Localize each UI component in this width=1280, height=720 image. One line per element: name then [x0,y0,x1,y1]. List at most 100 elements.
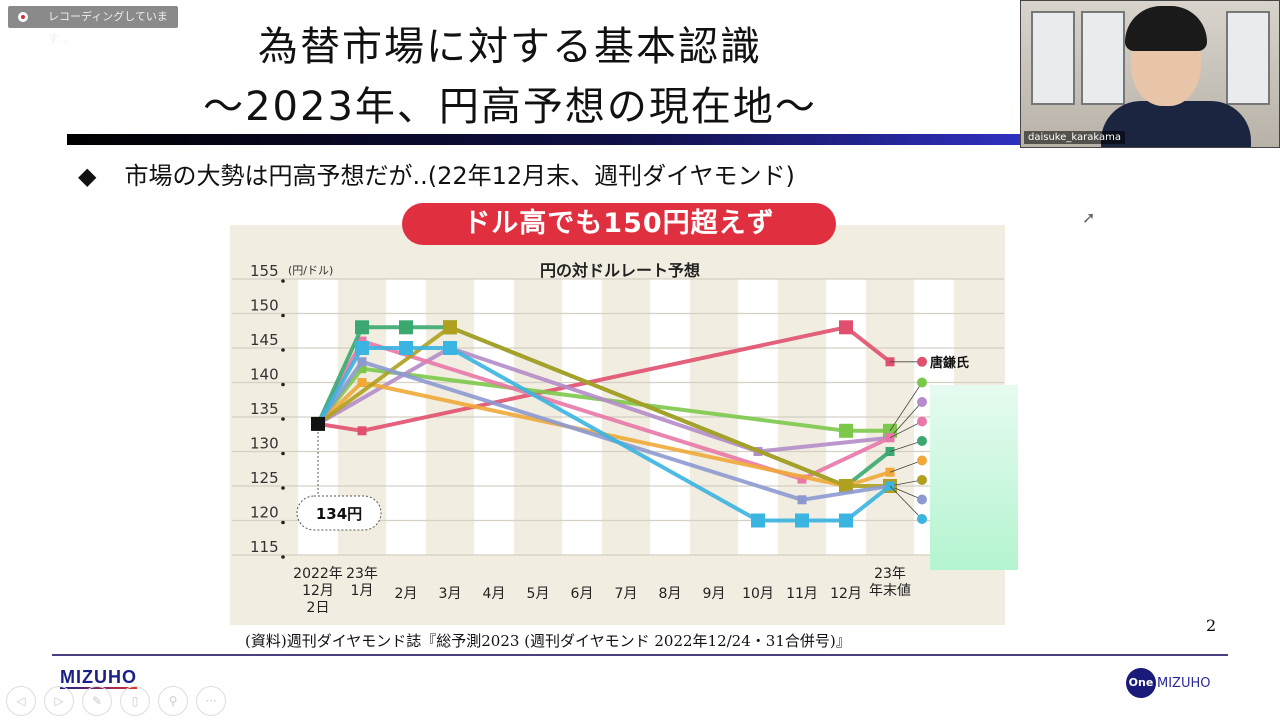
data-point [357,357,367,367]
data-point [839,423,853,438]
y-tick-label: 135 [250,400,279,418]
participant-name: daisuke_karakama [1024,131,1125,144]
recording-label: レコーディングしています... [48,10,168,45]
redaction-box [930,385,1018,570]
x-tick-label: 12月 [302,583,334,599]
y-tick-label: 115 [250,538,279,556]
slide-title-line2: ～2023年、円高予想の現在地～ [203,84,817,130]
y-axis-unit: (円/ドル) [288,264,333,277]
tick-dot [281,313,285,318]
start-label: 134円 [316,505,362,523]
tick-dot [281,279,285,283]
data-point [443,320,457,335]
legend-leader [889,440,923,452]
tick-dot [281,555,285,559]
pointer-icon[interactable]: ▯ [120,686,150,716]
webcam-video[interactable]: daisuke_karakama [1020,0,1280,148]
x-tick-label: 9月 [703,586,726,602]
next-slide-icon[interactable]: ▷ [44,686,74,716]
legend-dot [917,436,927,446]
legend-dot [917,397,927,407]
x-tick-label: 11月 [786,586,818,602]
legend-leader [889,460,923,473]
series-line [317,325,892,433]
x-tick-label: 6月 [571,586,594,602]
diamond-bullet-icon: ◆ [78,162,97,190]
tick-dot [281,520,285,525]
bullet-point: ◆ 市場の大勢は円高予想だが..(22年12月末、週刊ダイヤモンド) [78,156,795,191]
x-tick-label: 8月 [659,586,682,602]
data-point [357,378,367,387]
x-tick-label: 2日 [307,600,330,616]
x-tick-label: 7月 [615,586,638,602]
legend-leader [889,421,923,439]
legend-leader [889,401,923,438]
legend-leader [889,382,923,432]
data-point [443,341,457,355]
chart-title: 円の対ドルレート予想 [539,261,700,280]
data-point [355,341,369,355]
mizuho-logo: MIZUHO [60,667,137,687]
tick-dot [281,451,285,456]
data-point [797,495,807,505]
legend-leader [889,485,923,500]
y-tick-label: 120 [250,504,279,522]
tick-dot [281,348,285,352]
y-tick-label: 125 [250,469,279,487]
x-tick-label: 5月 [527,586,550,602]
slide-title-line1: 為替市場に対する基本認識 [258,24,762,70]
legend-dot [917,475,927,485]
slideshow-controls: ◁ ▷ ✎ ▯ ⚲ ··· [6,686,226,716]
x-tick-label: 2月 [395,586,418,602]
bullet-text: 市場の大勢は円高予想だが..(22年12月末、週刊ダイヤモンド) [124,162,795,190]
series-label: 唐鎌氏 [930,355,969,371]
one-mizuho-text: MIZUHO [1157,675,1211,691]
footer-divider [52,654,1228,656]
recording-indicator[interactable]: レコーディングしています... [8,6,178,45]
record-icon [18,12,28,22]
legend-dot [917,356,927,367]
one-badge: One [1126,668,1156,698]
prev-slide-icon[interactable]: ◁ [6,686,36,716]
x-tick-label: 12月 [830,586,862,602]
title-divider-bar [67,134,1020,145]
data-point [357,364,367,374]
y-tick-label: 155 [250,262,279,280]
series-line [316,325,892,488]
x-tick-label: 10月 [742,586,774,602]
legend-dot [917,514,927,524]
data-point [797,474,807,484]
data-point [399,320,413,335]
legend-leader [889,485,923,520]
zoom-icon[interactable]: ⚲ [158,686,188,716]
x-tick-label: 年末値 [869,583,911,599]
series-line [316,346,892,523]
series-line [316,359,891,502]
pen-icon[interactable]: ✎ [82,686,112,716]
legend-dot [917,377,927,388]
tick-dot [281,417,285,421]
data-point [399,341,413,355]
tick-dot [281,486,285,490]
data-point [355,320,369,335]
start-callout [296,495,382,531]
more-icon[interactable]: ··· [196,686,226,716]
legend-dot [917,416,927,427]
chart-banner: ドル高でも150円超えず [402,203,836,245]
x-tick-label: 2022年 [293,566,343,582]
x-tick-label: 4月 [483,586,506,602]
y-tick-label: 145 [250,331,279,349]
start-point [311,416,325,431]
data-point [839,513,853,528]
x-tick-label: 23年 [874,566,906,582]
data-point [795,513,809,528]
tick-dot [281,382,285,387]
mouse-cursor-icon: ➚ [1082,208,1096,227]
legend-dot [917,455,927,466]
series-line [316,325,890,488]
page-number: 2 [1206,616,1217,635]
data-point [751,513,765,528]
legend-dot [917,494,927,505]
x-tick-label: 3月 [439,586,462,602]
